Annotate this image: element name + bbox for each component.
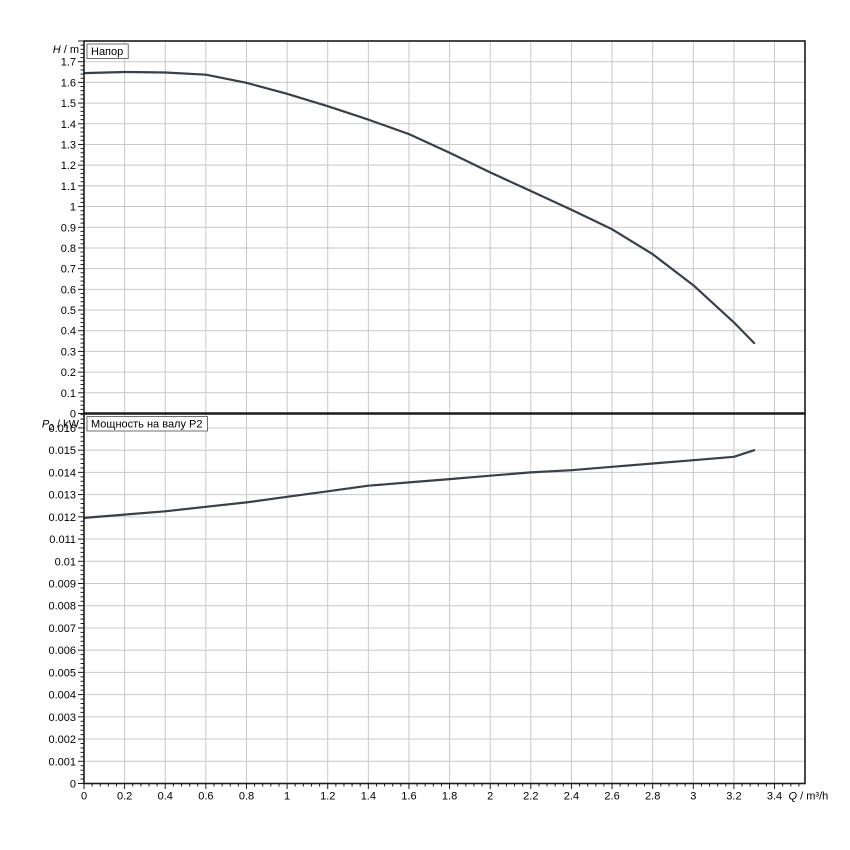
y-tick-label: 0.6	[61, 284, 76, 296]
x-tick-label: 1.4	[361, 791, 376, 803]
head-curve	[82, 70, 756, 345]
y-tick-label: 0	[70, 779, 76, 791]
y-tick-label: 0.013	[48, 490, 76, 502]
x-tick-label: 1.2	[320, 791, 335, 803]
panel-title-text: Напор	[91, 46, 123, 58]
x-tick-label: 3.2	[726, 791, 741, 803]
y-tick-label: 1.2	[61, 160, 76, 172]
x-tick-label: 0.8	[239, 791, 254, 803]
x-tick-label: 2.8	[645, 791, 660, 803]
y-tick-label: 1.3	[61, 139, 76, 151]
y-tick-label: 0.01	[55, 556, 76, 568]
y-tick-label: 0.003	[48, 712, 76, 724]
y-tick-label: 0.004	[48, 690, 76, 702]
x-tick-label: 2	[487, 791, 493, 803]
y-axis-unit-label: P2 / kW	[42, 419, 80, 433]
y-tick-label: 0.015	[48, 445, 76, 457]
panel-title-text: Мощность на валу P2	[91, 419, 203, 431]
x-axis-labels: 0 0.2 0.4 0.6 0.8 1 1.2 1.4 1.6 1.8 2 2.2 2.4 2.6 2.8 3…	[81, 791, 782, 803]
y-tick-label: 0.016	[48, 423, 76, 435]
panel-title: Напор	[86, 43, 129, 59]
x-tick-label: 1.6	[401, 791, 416, 803]
y-tick-label: 0.5	[61, 305, 76, 317]
y-tick-label: 0.012	[48, 512, 76, 524]
x-tick-label: 1.8	[442, 791, 457, 803]
x-tick-label: 3.4	[767, 791, 782, 803]
y-tick-label: 0.008	[48, 601, 76, 613]
y-tick-label: 0.3	[61, 346, 76, 358]
y-tick-label: 0.009	[48, 579, 76, 591]
power-curve	[82, 449, 756, 520]
panel-head: 0 0.1 0.2 0.3 0.4 0.5 0.6 0.7 0.8 0.9 1 1.1 1.2 1.3 1.…	[53, 40, 805, 421]
y-tick-label: 0.007	[48, 623, 76, 635]
y-tick-label: 1.1	[61, 181, 76, 193]
y-tick-label: 1.6	[61, 77, 76, 89]
y-tick-label: 1.7	[61, 57, 76, 69]
y-axis-labels: 0 0.1 0.2 0.3 0.4 0.5 0.6 0.7 0.8 0.9 1 1.1 1.2 1.3 1.…	[61, 57, 76, 421]
x-tick-label: 3	[690, 791, 696, 803]
y-tick-label: 0.4	[61, 326, 76, 338]
x-tick-label: 2.6	[604, 791, 619, 803]
x-tick-label: 0.2	[117, 791, 132, 803]
x-tick-label: 1	[284, 791, 290, 803]
x-axis-unit-label: Q / m³/h	[789, 791, 829, 803]
x-tick-label: 2.4	[564, 791, 579, 803]
x-tick-label: 0	[81, 791, 87, 803]
x-tick-label: 0.6	[198, 791, 213, 803]
x-tick-label: 2.2	[523, 791, 538, 803]
y-tick-label: 0.006	[48, 645, 76, 657]
y-tick-label: 0.9	[61, 222, 76, 234]
y-tick-label: 1	[70, 202, 76, 214]
y-tick-label: 0.014	[48, 467, 76, 479]
plot-frame	[83, 40, 806, 785]
y-tick-label: 0.2	[61, 367, 76, 379]
panel-power: 0 0.001 0.002 0.003 0.004 0.005 0.006 0.007 0.00…	[42, 413, 805, 791]
y-tick-label: 0.8	[61, 243, 76, 255]
y-tick-label: 0.1	[61, 388, 76, 400]
y-axis-unit-label: H / m	[53, 44, 79, 56]
y-tick-label: 1.4	[61, 119, 76, 131]
y-tick-label: 0.011	[49, 534, 76, 546]
y-tick-label: 0.002	[48, 734, 76, 746]
horizontal-gridlines	[84, 61, 805, 394]
y-tick-label: 0.7	[61, 264, 76, 276]
y-tick-label: 0.005	[48, 667, 76, 679]
y-axis-labels: 0 0.001 0.002 0.003 0.004 0.005 0.006 0.007 0.00…	[48, 423, 76, 791]
x-tick-label: 0.4	[158, 791, 173, 803]
y-tick-label: 1.5	[61, 98, 76, 110]
y-tick-label: 0	[70, 409, 76, 421]
horizontal-gridlines	[84, 427, 805, 762]
y-tick-label: 0.001	[48, 756, 76, 768]
panel-title: Мощность на валу P2	[86, 416, 208, 432]
